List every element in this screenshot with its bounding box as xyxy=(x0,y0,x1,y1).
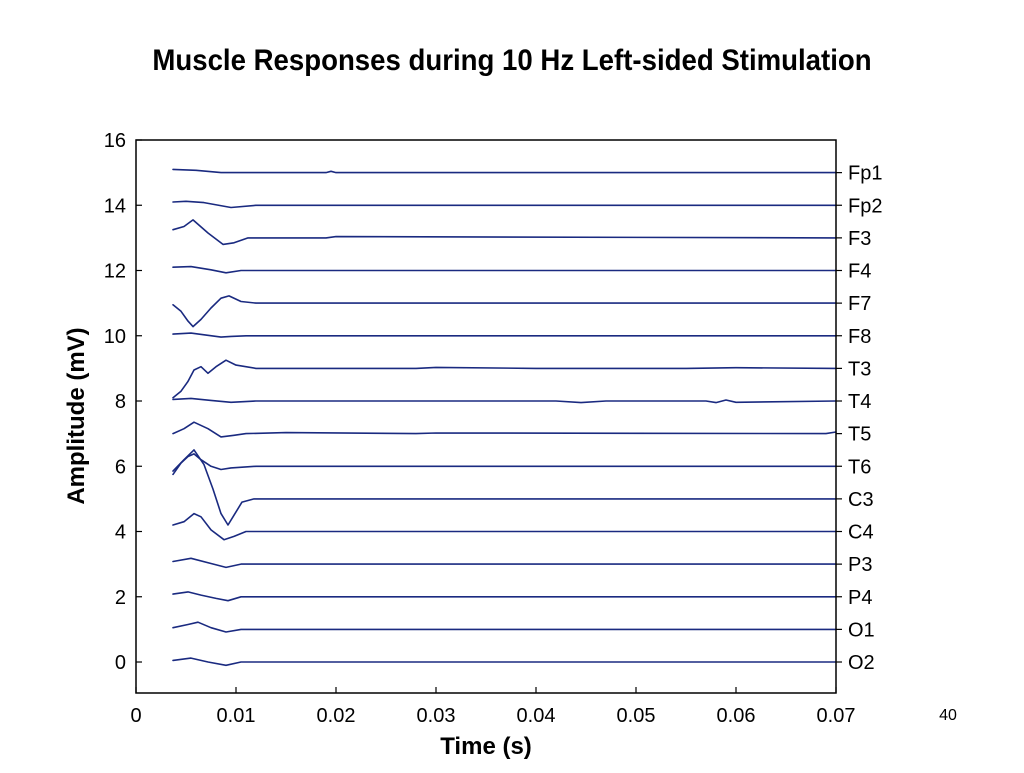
channel-label-t4: T4 xyxy=(848,391,871,413)
channel-label-t5: T5 xyxy=(848,424,871,446)
channel-label-fp2: Fp2 xyxy=(848,195,882,217)
x-tick-label: 0.01 xyxy=(217,705,256,727)
y-tick-label: 10 xyxy=(104,326,126,348)
channel-label-fp1: Fp1 xyxy=(848,163,882,185)
ticks-group: 0 2 4 6 8 10 12 14 16 0 0.01 0.02 0.03 0.04 0.05 0.06 0.… xyxy=(104,130,856,727)
channel-label-t3: T3 xyxy=(848,358,871,380)
trace-fp2 xyxy=(172,200,837,209)
trace-t4 xyxy=(172,397,837,404)
y-tick-label: 8 xyxy=(115,391,126,413)
y-tick-label: 4 xyxy=(115,522,126,544)
channel-label-c4: C4 xyxy=(848,522,874,544)
trace-f4 xyxy=(172,265,837,274)
trace-o2 xyxy=(172,657,837,667)
y-tick-label: 16 xyxy=(104,130,126,152)
y-tick-label: 6 xyxy=(115,456,126,478)
trace-f7 xyxy=(172,295,837,328)
trace-c4 xyxy=(172,512,837,541)
channel-label-t6: T6 xyxy=(848,456,871,478)
x-axis-label: Time (s) xyxy=(440,733,532,760)
trace-p3 xyxy=(172,557,837,569)
y-tick-label: 0 xyxy=(115,652,126,674)
channel-label-p3: P3 xyxy=(848,554,872,576)
x-tick-label: 0 xyxy=(130,705,141,727)
trace-o1 xyxy=(172,621,837,633)
trace-f3 xyxy=(172,219,837,246)
trace-fp1 xyxy=(172,168,837,174)
x-tick-label: 0.06 xyxy=(717,705,756,727)
trace-p4 xyxy=(172,591,837,602)
plot-frame xyxy=(135,139,837,694)
trace-t6 xyxy=(172,453,837,476)
channel-label-f7: F7 xyxy=(848,293,871,315)
channel-label-c3: C3 xyxy=(848,489,874,511)
channel-label-f4: F4 xyxy=(848,261,871,283)
channel-label-o1: O1 xyxy=(848,619,875,641)
trace-c3 xyxy=(172,449,837,526)
trace-f8 xyxy=(172,332,837,338)
channel-label-f3: F3 xyxy=(848,228,871,250)
channel-label-p4: P4 xyxy=(848,587,872,609)
traces-group xyxy=(172,168,837,667)
trace-t5 xyxy=(172,421,837,438)
x-tick-label: 0.03 xyxy=(417,705,456,727)
y-tick-label: 2 xyxy=(115,587,126,609)
channel-label-f8: F8 xyxy=(848,326,871,348)
x-tick-label: 0.02 xyxy=(317,705,356,727)
channel-label-o2: O2 xyxy=(848,652,875,674)
x-tick-label: 0.04 xyxy=(517,705,556,727)
y-tick-label: 12 xyxy=(104,261,126,283)
trace-t3 xyxy=(172,359,837,399)
x-tick-label: 0.07 xyxy=(817,705,856,727)
x-tick-label: 0.05 xyxy=(617,705,656,727)
channel-labels-group: Fp1 Fp2 F3 F4 F7 F8 T3 T4 T5 T6 C3 C4 P3 P4 O1 O2 xyxy=(848,163,882,674)
slide-title: Muscle Responses during 10 Hz Left-sided… xyxy=(152,44,872,77)
y-tick-label: 14 xyxy=(104,195,126,217)
y-axis-label: Amplitude (mV) xyxy=(63,327,90,504)
page-number: 40 xyxy=(939,707,957,724)
